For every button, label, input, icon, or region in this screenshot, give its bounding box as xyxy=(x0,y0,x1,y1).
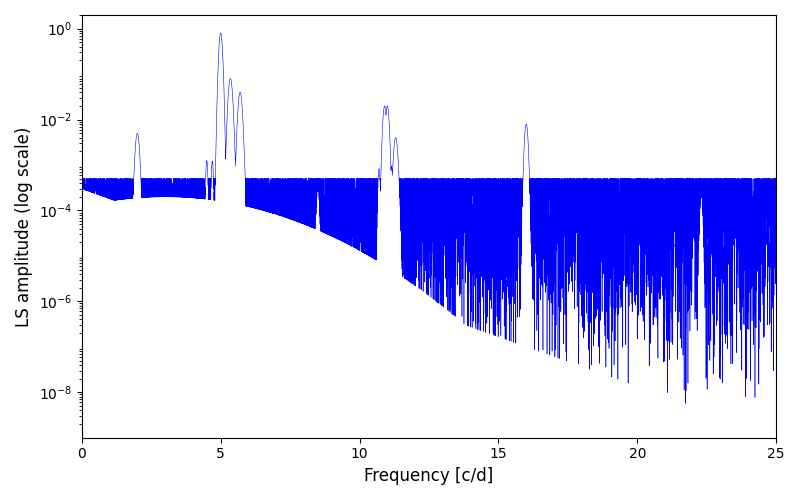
X-axis label: Frequency [c/d]: Frequency [c/d] xyxy=(364,467,494,485)
Y-axis label: LS amplitude (log scale): LS amplitude (log scale) xyxy=(15,126,33,326)
